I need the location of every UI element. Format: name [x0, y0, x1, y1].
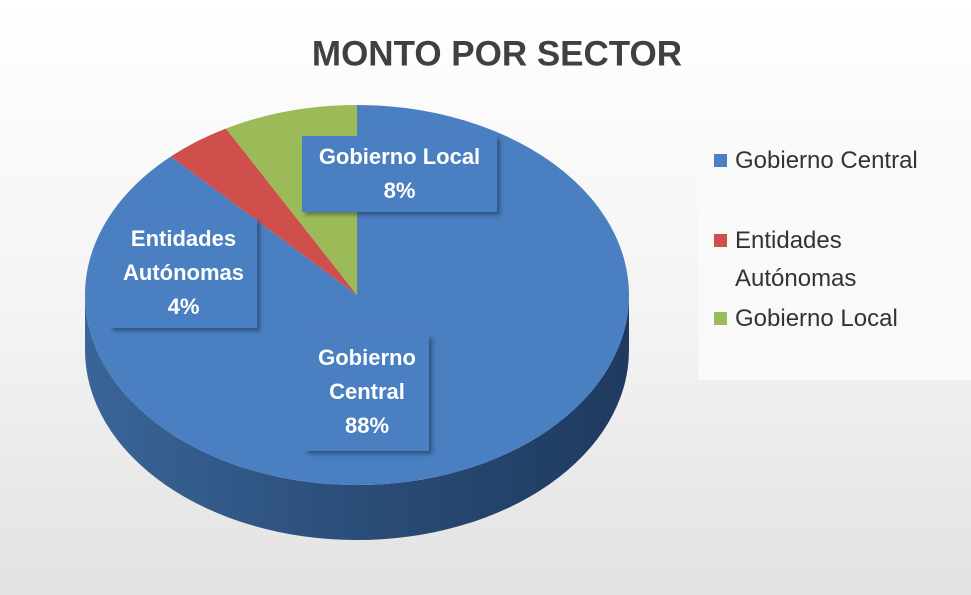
legend-label: Entidades Autónomas — [735, 227, 857, 292]
legend-item: Gobierno Central — [714, 142, 964, 180]
pie-slice — [170, 128, 357, 295]
legend-item: Entidades Autónomas — [714, 222, 884, 298]
legend-item: Gobierno Local — [714, 300, 964, 338]
data-label-value: 8% — [383, 178, 416, 203]
data-label: Entidades Autónomas 4% — [110, 218, 257, 328]
data-label: Gobierno Local 8% — [302, 136, 497, 212]
chart-title: MONTO POR SECTOR — [312, 34, 682, 73]
data-label-category: Gobierno Local — [318, 144, 481, 169]
data-label-value: 88% — [344, 413, 390, 438]
legend-label: Gobierno Local — [735, 305, 898, 332]
data-label-category: Entidades Autónomas — [123, 226, 244, 285]
legend: Gobierno Central Entidades Autónomas Gobie… — [698, 132, 971, 380]
legend-swatch — [714, 312, 727, 325]
data-label-value: 4% — [167, 294, 200, 319]
legend-label: Gobierno Central — [735, 147, 918, 174]
legend-swatch — [714, 154, 727, 167]
data-label-category: Gobierno Central — [318, 345, 416, 404]
pie-side — [85, 295, 629, 540]
legend-swatch — [714, 234, 727, 247]
data-label: Gobierno Central 88% — [305, 335, 429, 451]
